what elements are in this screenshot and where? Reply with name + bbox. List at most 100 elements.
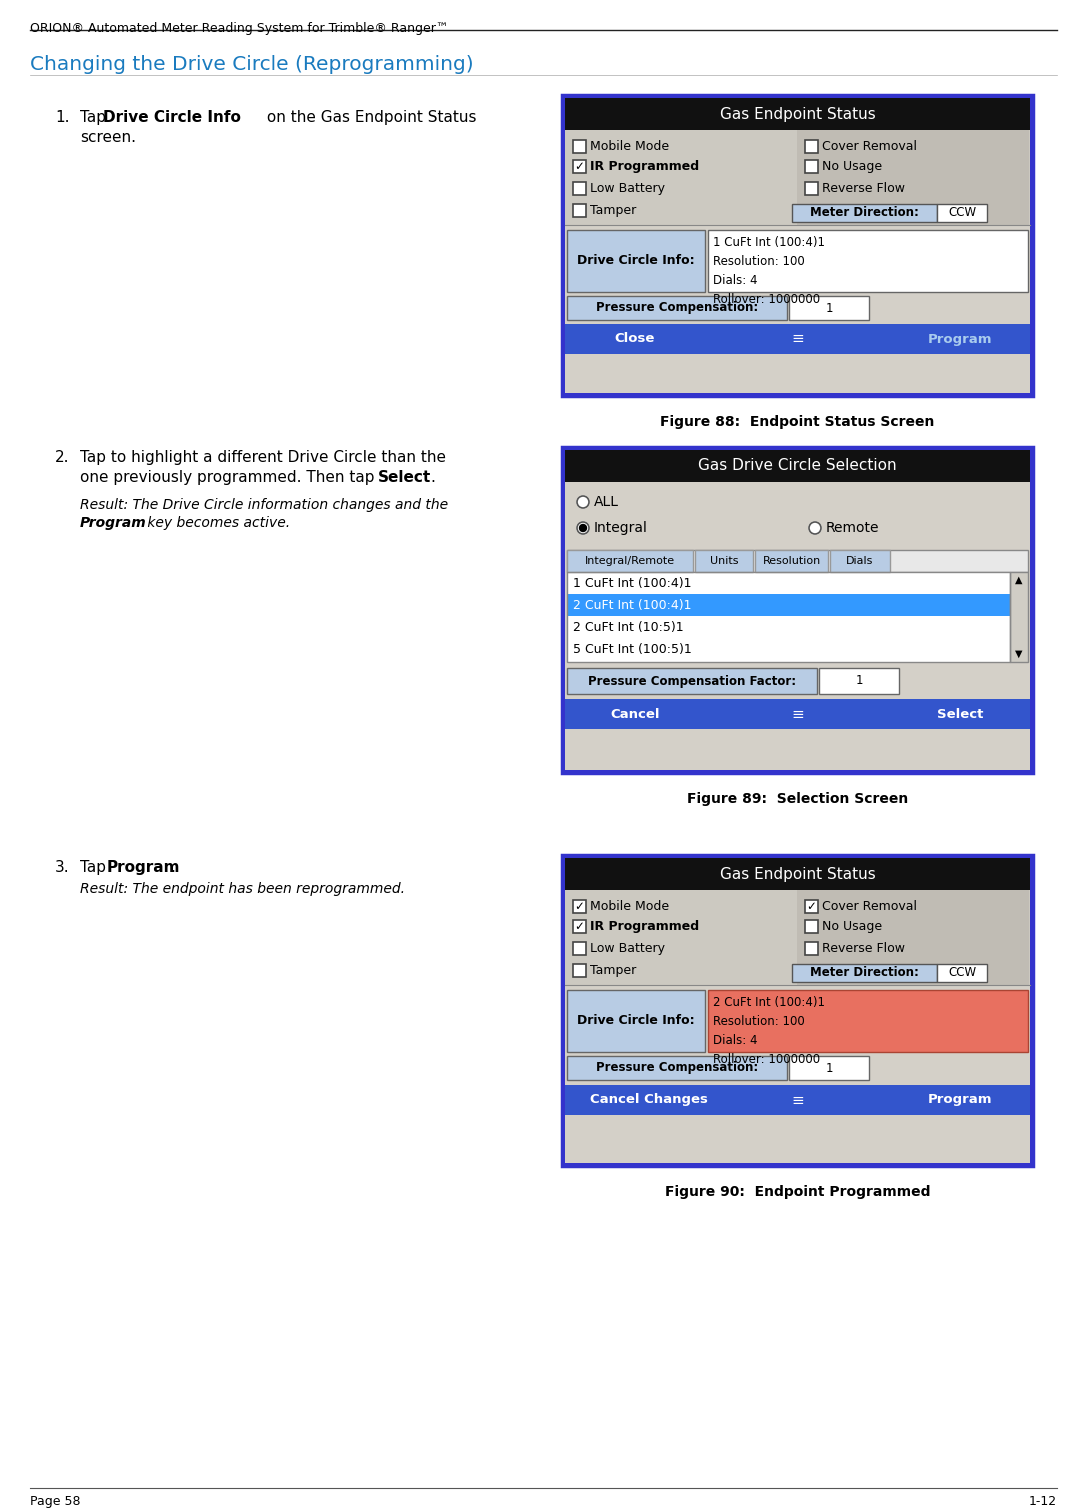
Text: Tamper: Tamper — [590, 204, 636, 217]
Bar — [695, 550, 753, 572]
Bar — [937, 964, 987, 982]
Bar — [797, 890, 1029, 985]
Bar — [708, 231, 1028, 293]
Text: Changing the Drive Circle (Reprogramming): Changing the Drive Circle (Reprogramming… — [30, 54, 474, 74]
Bar — [573, 204, 586, 217]
Bar — [805, 160, 819, 173]
Bar — [567, 296, 787, 320]
Bar — [565, 858, 1030, 1163]
Text: Figure 88:  Endpoint Status Screen: Figure 88: Endpoint Status Screen — [660, 415, 935, 428]
Text: 1 CuFt Int (100:4)1: 1 CuFt Int (100:4)1 — [573, 576, 691, 590]
Bar — [573, 964, 586, 977]
Bar — [830, 550, 890, 572]
Text: Mobile Mode: Mobile Mode — [590, 140, 670, 152]
Text: Drive Circle Info: Drive Circle Info — [103, 110, 241, 125]
Text: ≡: ≡ — [791, 1092, 804, 1107]
Text: Integral: Integral — [594, 520, 648, 535]
Text: Dials: Dials — [847, 556, 874, 566]
Text: ✓: ✓ — [807, 900, 816, 912]
Text: Close: Close — [614, 332, 655, 345]
Text: one previously programmed. Then tap: one previously programmed. Then tap — [80, 470, 379, 486]
Text: ORION® Automated Meter Reading System for Trimble® Ranger™: ORION® Automated Meter Reading System fo… — [30, 23, 448, 35]
Text: CCW: CCW — [948, 967, 976, 980]
Text: Result: The endpoint has been reprogrammed.: Result: The endpoint has been reprogramm… — [80, 882, 405, 896]
Bar — [565, 449, 1030, 483]
Circle shape — [579, 525, 587, 531]
Bar — [567, 572, 1010, 662]
Text: Units: Units — [710, 556, 738, 566]
Text: Cover Removal: Cover Removal — [822, 900, 917, 912]
Text: ALL: ALL — [594, 495, 619, 510]
Text: Result: The Drive Circle information changes and the: Result: The Drive Circle information cha… — [80, 498, 448, 513]
Bar — [567, 550, 694, 572]
Bar — [573, 140, 586, 152]
Bar — [565, 98, 1030, 130]
Bar — [562, 855, 1033, 1166]
Text: Meter Direction:: Meter Direction: — [810, 967, 919, 980]
Text: ✓: ✓ — [575, 160, 585, 173]
Text: screen.: screen. — [80, 130, 136, 145]
Text: Pressure Compensation Factor:: Pressure Compensation Factor: — [588, 674, 796, 688]
Text: Drive Circle Info:: Drive Circle Info: — [577, 1015, 695, 1027]
Text: 1 CuFt Int (100:4)1
Resolution: 100
Dials: 4
Rollover: 1000000: 1 CuFt Int (100:4)1 Resolution: 100 Dial… — [713, 235, 825, 306]
Text: 2.: 2. — [55, 449, 70, 464]
Bar — [565, 449, 1030, 771]
Text: Program: Program — [80, 516, 147, 529]
Circle shape — [577, 496, 589, 508]
Bar — [565, 130, 1030, 225]
Bar — [805, 140, 819, 152]
Bar — [565, 700, 1030, 728]
Text: 5 CuFt Int (100:5)1: 5 CuFt Int (100:5)1 — [573, 642, 691, 656]
Text: Select: Select — [937, 707, 984, 721]
Bar — [573, 160, 586, 173]
Text: .: . — [430, 470, 435, 486]
Bar — [805, 900, 819, 912]
Text: 1: 1 — [855, 674, 863, 688]
Text: Tap: Tap — [80, 860, 111, 875]
Text: Figure 89:  Selection Screen: Figure 89: Selection Screen — [687, 792, 908, 805]
Bar — [573, 942, 586, 955]
Text: IR Programmed: IR Programmed — [590, 920, 699, 933]
Text: 1: 1 — [825, 302, 833, 315]
Text: .: . — [170, 860, 175, 875]
Text: 2 CuFt Int (10:5)1: 2 CuFt Int (10:5)1 — [573, 620, 684, 633]
Text: IR Programmed: IR Programmed — [590, 160, 699, 173]
Bar — [792, 204, 937, 222]
Circle shape — [577, 522, 589, 534]
Bar — [789, 1056, 869, 1080]
Bar — [567, 572, 1010, 662]
Text: Page 58: Page 58 — [30, 1494, 80, 1508]
Bar — [819, 668, 899, 694]
Text: ✓: ✓ — [575, 900, 585, 912]
Bar — [567, 550, 1028, 572]
Text: Gas Endpoint Status: Gas Endpoint Status — [720, 867, 875, 882]
Text: Cover Removal: Cover Removal — [822, 140, 917, 152]
Text: CCW: CCW — [948, 207, 976, 220]
Text: Program: Program — [107, 860, 180, 875]
Bar — [567, 668, 817, 694]
Text: 1: 1 — [825, 1062, 833, 1075]
Circle shape — [809, 522, 821, 534]
Text: 1.: 1. — [55, 110, 70, 125]
Text: Reverse Flow: Reverse Flow — [822, 942, 905, 955]
Bar — [567, 231, 705, 293]
Bar — [562, 95, 1033, 397]
Text: Gas Drive Circle Selection: Gas Drive Circle Selection — [698, 458, 897, 474]
Text: Remote: Remote — [826, 520, 879, 535]
Text: Low Battery: Low Battery — [590, 942, 665, 955]
Text: ▲: ▲ — [1015, 575, 1023, 585]
Text: Program: Program — [928, 1093, 992, 1107]
Text: 2 CuFt Int (100:4)1: 2 CuFt Int (100:4)1 — [573, 599, 691, 612]
Bar — [565, 890, 1030, 985]
Text: Cancel Changes: Cancel Changes — [590, 1093, 708, 1107]
Text: Tap to highlight a different Drive Circle than the: Tap to highlight a different Drive Circl… — [80, 449, 446, 464]
Bar — [797, 130, 1029, 225]
Bar — [567, 1056, 787, 1080]
Text: ▼: ▼ — [1015, 648, 1023, 659]
Text: Mobile Mode: Mobile Mode — [590, 900, 670, 912]
Text: 1-12: 1-12 — [1029, 1494, 1057, 1508]
Bar — [805, 920, 819, 933]
Text: Select: Select — [378, 470, 432, 486]
Bar — [1010, 572, 1028, 662]
Text: Figure 90:  Endpoint Programmed: Figure 90: Endpoint Programmed — [665, 1185, 930, 1199]
